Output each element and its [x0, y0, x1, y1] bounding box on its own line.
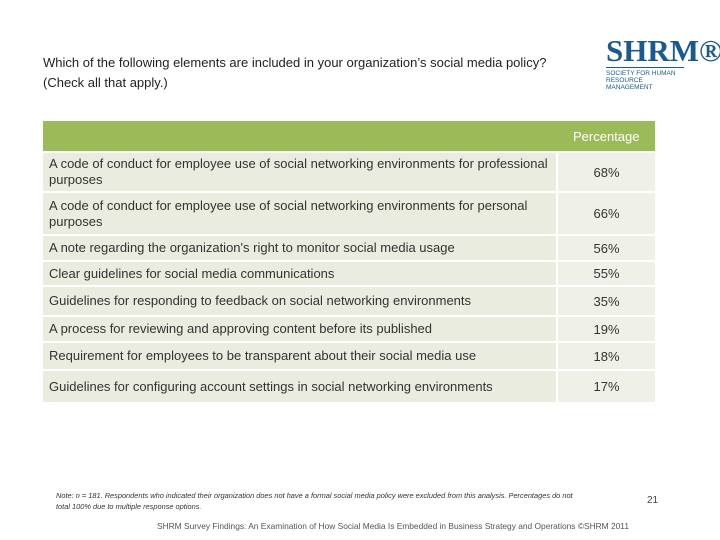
row-label: Guidelines for responding to feedback on…: [43, 287, 556, 315]
table-row: A process for reviewing and approving co…: [43, 315, 655, 341]
table-header: Percentage: [43, 121, 655, 151]
row-label: Guidelines for configuring account setti…: [43, 371, 556, 402]
row-value: 66%: [558, 193, 655, 234]
question-title: Which of the following elements are incl…: [43, 55, 547, 90]
row-label: Requirement for employees to be transpar…: [43, 343, 556, 369]
row-value: 19%: [558, 317, 655, 341]
footnote: Note: n = 181. Respondents who indicated…: [56, 491, 573, 511]
table-row: A code of conduct for employee use of so…: [43, 151, 655, 191]
page-number: 21: [647, 495, 659, 506]
percentage-header: Percentage: [573, 129, 640, 144]
table-row: Requirement for employees to be transpar…: [43, 341, 655, 369]
row-value: 68%: [558, 153, 655, 191]
table-row: Guidelines for configuring account setti…: [43, 369, 655, 402]
row-value: 35%: [558, 287, 655, 315]
table-row: A code of conduct for employee use of so…: [43, 191, 655, 234]
row-label: A code of conduct for employee use of so…: [43, 193, 556, 234]
table-row: Guidelines for responding to feedback on…: [43, 285, 655, 315]
table-row: Clear guidelines for social media commun…: [43, 260, 655, 285]
row-value: 17%: [558, 371, 655, 402]
table-row: A note regarding the organization's righ…: [43, 234, 655, 260]
shrm-logo: SHRM® Society for Human Resource Managem…: [606, 33, 720, 91]
row-value: 18%: [558, 343, 655, 369]
logo-tagline: Society for Human Resource Management: [606, 70, 676, 91]
logo-mark: SHRM®: [606, 33, 720, 68]
row-label: A code of conduct for employee use of so…: [43, 153, 556, 191]
row-value: 55%: [558, 262, 655, 285]
footer-citation: SHRM Survey Findings: An Examination of …: [157, 521, 629, 531]
row-label: A process for reviewing and approving co…: [43, 317, 556, 341]
row-value: 56%: [558, 236, 655, 260]
results-table: Percentage A code of conduct for employe…: [43, 121, 655, 402]
row-label: Clear guidelines for social media commun…: [43, 262, 556, 285]
logo-divider: [606, 67, 684, 68]
row-label: A note regarding the organization's righ…: [43, 236, 556, 260]
